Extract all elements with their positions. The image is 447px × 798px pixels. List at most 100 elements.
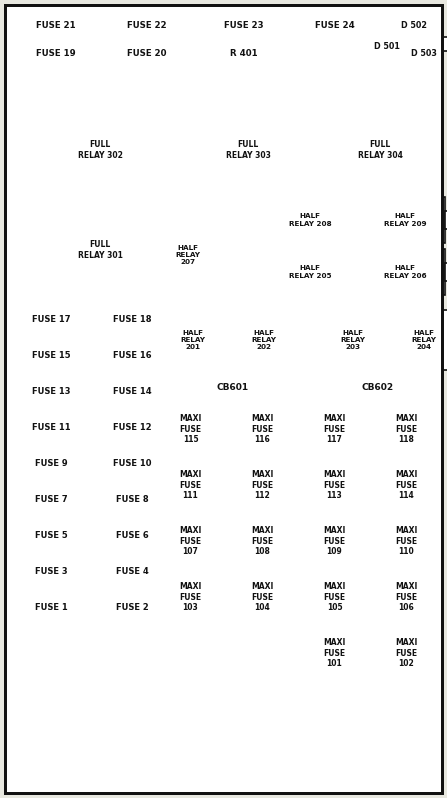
Bar	[388, 51, 440, 65]
Bar	[374, 404, 439, 454]
Bar	[228, 331, 238, 349]
Bar	[398, 310, 447, 370]
Text: FUSE 6: FUSE 6	[116, 531, 148, 540]
Bar	[388, 331, 398, 349]
Bar	[291, 15, 379, 37]
Bar	[445, 211, 447, 229]
Bar	[150, 245, 162, 265]
Text: MAXI
FUSE
109: MAXI FUSE 109	[323, 526, 346, 556]
Text: MAXI
FUSE
106: MAXI FUSE 106	[395, 582, 417, 612]
Text: FUSE 17: FUSE 17	[32, 314, 70, 323]
Bar	[367, 15, 407, 29]
Text: MAXI
FUSE
102: MAXI FUSE 102	[395, 638, 417, 668]
Text: HALF
RELAY 206: HALF RELAY 206	[384, 266, 426, 279]
Bar	[315, 375, 440, 399]
Text: CB601: CB601	[216, 382, 249, 392]
Bar	[93, 342, 171, 370]
Text: MAXI
FUSE
116: MAXI FUSE 116	[251, 414, 274, 444]
Bar	[230, 404, 295, 454]
Text: MAXI
FUSE
101: MAXI FUSE 101	[323, 638, 346, 668]
Text: MAXI
FUSE
115: MAXI FUSE 115	[179, 414, 202, 444]
Text: FULL
RELAY 303: FULL RELAY 303	[226, 140, 270, 160]
Text: FUSE 1: FUSE 1	[34, 603, 67, 613]
Bar	[388, 15, 440, 37]
Text: FUSE 4: FUSE 4	[116, 567, 148, 576]
Bar	[167, 310, 219, 370]
Bar	[235, 116, 261, 184]
Bar	[350, 263, 362, 281]
Text: FUSE 5: FUSE 5	[34, 531, 67, 540]
Text: FUSE 10: FUSE 10	[113, 460, 151, 468]
Bar	[158, 572, 223, 622]
Bar	[12, 558, 90, 586]
Bar	[160, 375, 305, 399]
Bar	[158, 516, 223, 566]
Bar	[93, 378, 171, 406]
Bar	[93, 450, 171, 478]
Bar	[302, 404, 367, 454]
Bar	[93, 594, 171, 622]
Bar	[12, 450, 90, 478]
Bar	[93, 414, 171, 442]
Bar	[302, 572, 367, 622]
Text: MAXI
FUSE
103: MAXI FUSE 103	[179, 582, 202, 612]
Bar	[327, 310, 379, 370]
Bar	[379, 331, 389, 349]
Text: R 401: R 401	[230, 49, 258, 57]
Bar	[12, 522, 90, 550]
Text: FUSE 19: FUSE 19	[36, 49, 76, 57]
Bar	[353, 29, 421, 64]
Bar	[12, 342, 90, 370]
Bar	[317, 331, 327, 349]
Bar	[158, 404, 223, 454]
Bar	[365, 249, 445, 295]
Bar	[214, 245, 226, 265]
Bar	[409, 56, 439, 64]
Text: FUSE 11: FUSE 11	[32, 424, 70, 433]
Text: FUSE 23: FUSE 23	[224, 22, 264, 30]
Bar	[409, 42, 439, 64]
Bar	[103, 42, 191, 64]
Text: HALF
RELAY
201: HALF RELAY 201	[181, 330, 206, 350]
Text: FUSE 13: FUSE 13	[32, 388, 70, 397]
Bar	[87, 116, 113, 184]
Bar	[302, 516, 367, 566]
Text: FUSE 12: FUSE 12	[113, 424, 152, 433]
Text: HALF
RELAY 209: HALF RELAY 209	[384, 214, 426, 227]
Bar	[367, 116, 393, 184]
Text: MAXI
FUSE
111: MAXI FUSE 111	[179, 470, 202, 500]
Text: FUSE 24: FUSE 24	[315, 22, 355, 30]
Text: CB602: CB602	[362, 382, 393, 392]
Bar	[374, 628, 439, 678]
Text: FUSE 3: FUSE 3	[35, 567, 67, 576]
Bar	[12, 414, 90, 442]
Text: FUSE 20: FUSE 20	[127, 49, 167, 57]
Text: FUSE 7: FUSE 7	[35, 496, 67, 504]
Text: MAXI
FUSE
112: MAXI FUSE 112	[251, 470, 274, 500]
Bar	[71, 137, 129, 163]
Text: D 501: D 501	[374, 42, 400, 51]
Bar	[290, 331, 300, 349]
Text: MAXI
FUSE
105: MAXI FUSE 105	[323, 582, 346, 612]
Bar	[12, 378, 90, 406]
Bar	[365, 197, 445, 243]
Bar	[12, 486, 90, 514]
Bar	[350, 211, 362, 229]
Bar	[12, 305, 90, 333]
Bar	[421, 42, 439, 56]
Bar	[219, 331, 229, 349]
Text: MAXI
FUSE
114: MAXI FUSE 114	[395, 470, 417, 500]
Text: HALF
RELAY
203: HALF RELAY 203	[341, 330, 366, 350]
Bar	[353, 211, 365, 229]
Bar	[238, 310, 290, 370]
Bar	[12, 594, 90, 622]
Bar	[103, 15, 191, 37]
Text: D 502: D 502	[401, 22, 427, 30]
Text: MAXI
FUSE
104: MAXI FUSE 104	[251, 582, 274, 612]
Bar	[353, 263, 365, 281]
Bar	[445, 263, 447, 281]
Bar	[374, 572, 439, 622]
Text: MAXI
FUSE
110: MAXI FUSE 110	[395, 526, 417, 556]
Bar	[230, 460, 295, 510]
Text: FUSE 18: FUSE 18	[113, 314, 151, 323]
